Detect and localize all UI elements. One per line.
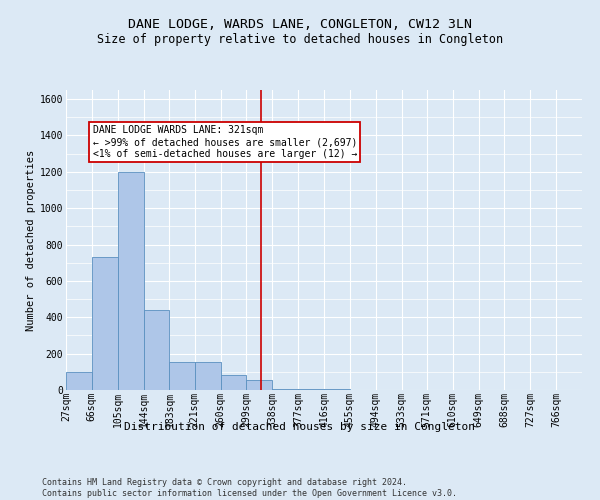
Text: DANE LODGE, WARDS LANE, CONGLETON, CW12 3LN: DANE LODGE, WARDS LANE, CONGLETON, CW12 … [128, 18, 472, 30]
Bar [221, 376, 247, 390]
Bar [298, 389, 324, 390]
Text: Size of property relative to detached houses in Congleton: Size of property relative to detached ho… [97, 32, 503, 46]
Bar [143, 310, 169, 390]
Bar [169, 362, 194, 390]
Text: DANE LODGE WARDS LANE: 321sqm
← >99% of detached houses are smaller (2,697)
<1% : DANE LODGE WARDS LANE: 321sqm ← >99% of … [92, 126, 357, 158]
Bar [324, 389, 350, 390]
Y-axis label: Number of detached properties: Number of detached properties [26, 150, 35, 330]
Bar [118, 172, 143, 390]
Bar [92, 258, 118, 390]
Bar [66, 372, 92, 390]
Text: Distribution of detached houses by size in Congleton: Distribution of detached houses by size … [125, 422, 476, 432]
Bar [272, 389, 298, 390]
Text: Contains HM Land Registry data © Crown copyright and database right 2024.
Contai: Contains HM Land Registry data © Crown c… [42, 478, 457, 498]
Bar [247, 380, 272, 390]
Bar [194, 362, 221, 390]
